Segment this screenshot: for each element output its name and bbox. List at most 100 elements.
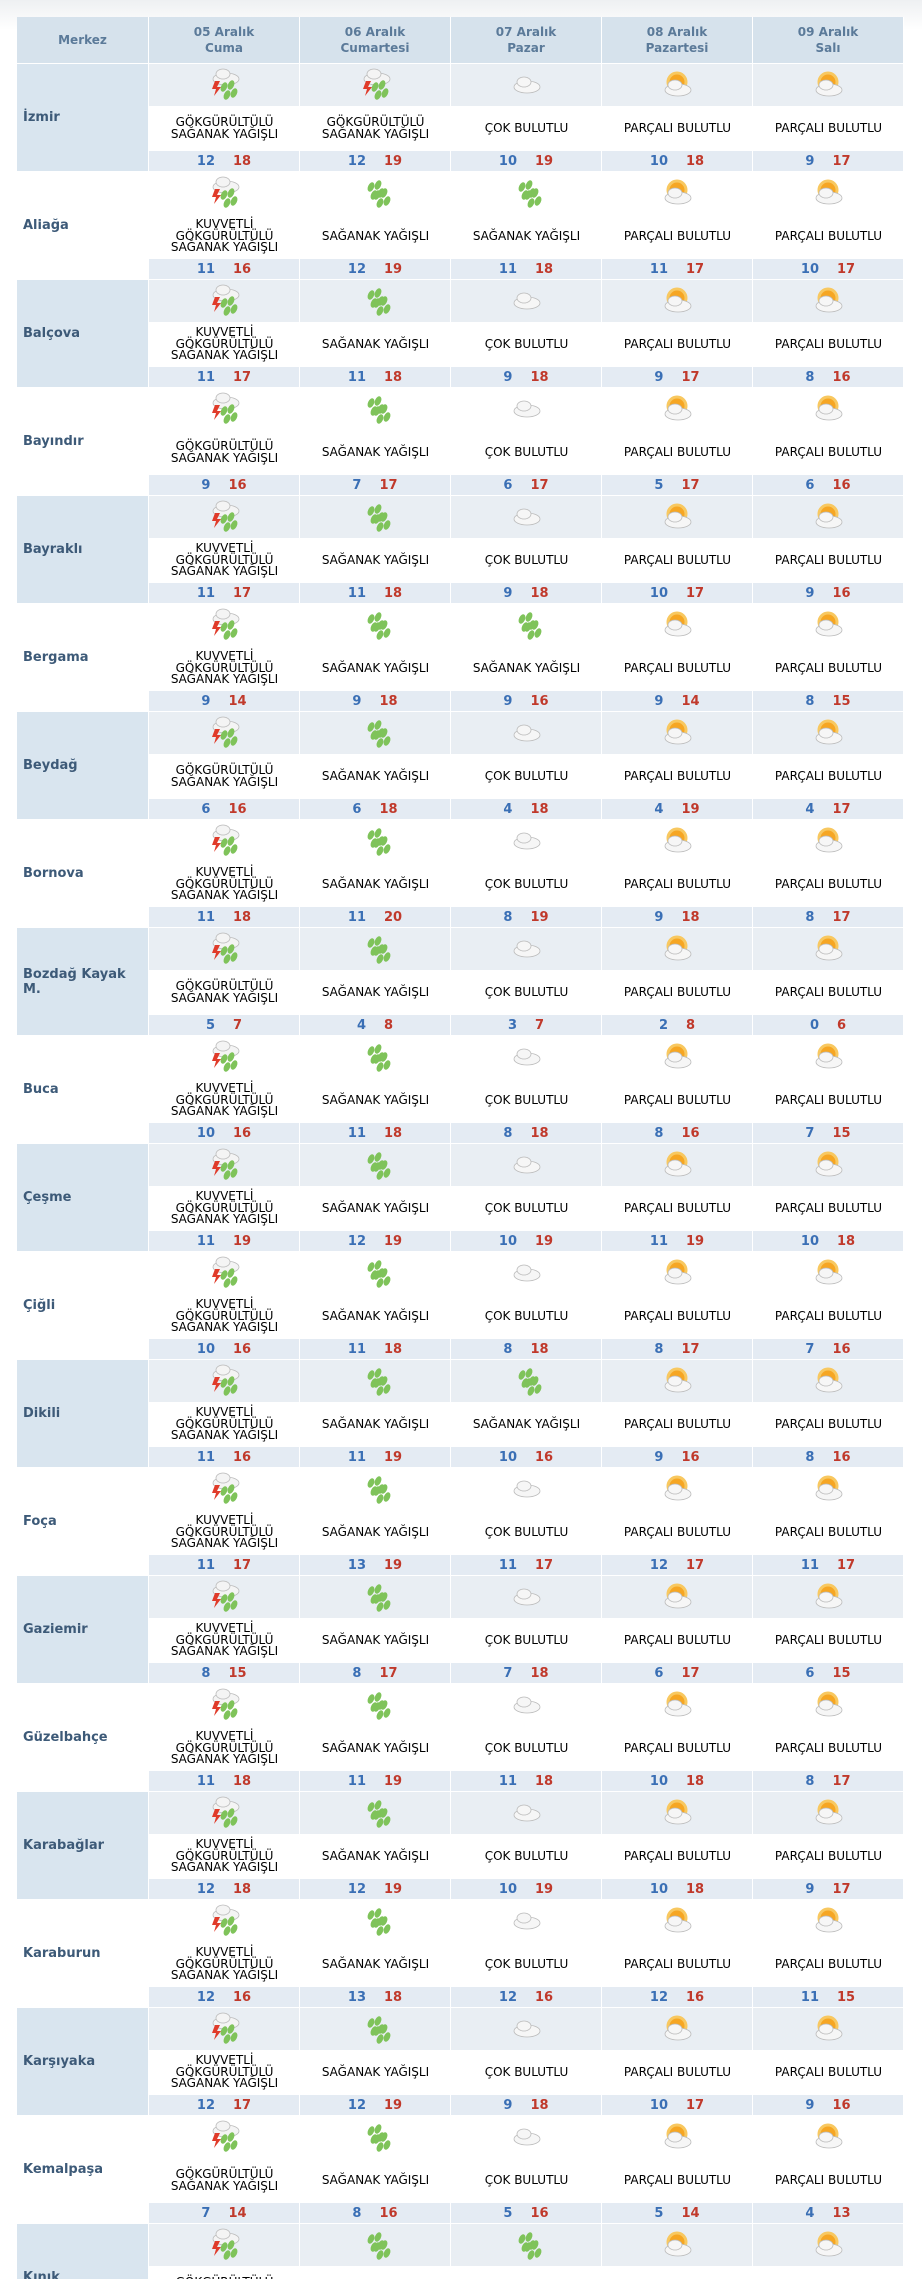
rain-drop xyxy=(367,1586,375,1596)
cloud-part xyxy=(667,1375,683,1387)
rain xyxy=(220,1700,238,1720)
condition-text: KUVVETLİ GÖKGÜRÜLTÜLÜ SAĞANAK YAĞIŞLI xyxy=(170,1837,279,1875)
condition-cell: ÇOK BULUTLU xyxy=(451,1726,602,1771)
condition-cell: SAĞANAK YAĞIŞLI xyxy=(300,430,451,475)
temperature-cell: 11 17 xyxy=(753,1555,904,1575)
max-temp: 16 xyxy=(681,1125,700,1141)
weather-icon xyxy=(513,724,541,742)
weather-icon xyxy=(212,1904,240,1936)
icon-cell xyxy=(451,172,602,214)
max-temp: 18 xyxy=(384,585,403,601)
cloud-part xyxy=(667,1159,683,1171)
condition-cell: ÇOK BULUTLU xyxy=(451,322,602,367)
min-temp: 12 xyxy=(196,2097,215,2113)
cloud-part xyxy=(667,619,683,631)
condition-text: SAĞANAK YAĞIŞLI xyxy=(472,1416,581,1431)
icon-cell xyxy=(300,2224,451,2266)
location-cell: Buca xyxy=(17,1036,149,1143)
temperature-cell: 10 19 xyxy=(451,1879,602,1899)
condition-cell: SAĞANAK YAĞIŞLI xyxy=(300,1294,451,1339)
rain-drop xyxy=(531,1376,539,1386)
condition-cell: SAĞANAK YAĞIŞLI xyxy=(451,214,602,259)
cloud-part xyxy=(667,295,683,307)
rain xyxy=(373,1808,391,1828)
rain-drop xyxy=(527,198,535,208)
weather-icon xyxy=(513,1156,541,1174)
icon-cell xyxy=(753,1468,904,1510)
condition-cell: PARÇALI BULUTLU xyxy=(753,106,904,151)
rain-drop xyxy=(223,90,231,100)
lightning xyxy=(212,1593,221,1608)
condition-cell: KUVVETLİ GÖKGÜRÜLTÜLÜ SAĞANAK YAĞIŞLI xyxy=(149,1942,300,1987)
temperature-cell: 6 18 xyxy=(300,799,451,819)
min-temp: 11 xyxy=(196,369,215,385)
min-temp: 12 xyxy=(498,1989,517,2005)
rain-drop xyxy=(227,2024,235,2034)
rain-drop xyxy=(223,954,231,964)
temperature-cell: 6 16 xyxy=(753,475,904,495)
weather-icon xyxy=(664,2015,692,2041)
condition-text: ÇOK BULUTLU xyxy=(484,444,569,459)
condition-text: PARÇALI BULUTLU xyxy=(774,1848,883,1863)
min-temp: 6 xyxy=(201,801,211,817)
rain-drop xyxy=(223,1170,231,1180)
location-row: Karaburun KUVVETLİ GÖKGÜRÜLTÜLÜ SAĞANAK Y… xyxy=(17,1899,904,2007)
temperature-cell: 7 18 xyxy=(451,1663,602,1683)
icon-cell xyxy=(451,280,602,322)
min-temp: 9 xyxy=(201,477,211,493)
rain xyxy=(373,2132,391,2152)
rain xyxy=(220,1052,238,1072)
condition-cell: PARÇALI BULUTLU xyxy=(602,1834,753,1879)
rain xyxy=(220,2240,238,2260)
max-temp: 7 xyxy=(535,1017,545,1033)
cloud-part xyxy=(215,2228,231,2240)
rain-drop xyxy=(367,938,375,948)
condition-text: ÇOK BULUTLU xyxy=(484,2064,569,2079)
min-temp: 11 xyxy=(800,1989,819,2005)
lightning xyxy=(212,1053,221,1068)
min-temp: 6 xyxy=(805,1665,815,1681)
max-temp: 16 xyxy=(535,1449,554,1465)
weather-icon xyxy=(815,1043,843,1069)
icon-cell xyxy=(451,1900,602,1942)
temperature-cell: 11 16 xyxy=(149,259,300,279)
rain-drop xyxy=(230,952,238,962)
location-cell: Kınık xyxy=(17,2224,149,2279)
rain-drop xyxy=(374,1800,382,1810)
rain-drop xyxy=(518,614,526,624)
icon-cell xyxy=(300,1360,451,1402)
min-temp: 11 xyxy=(347,369,366,385)
day-date: 07 Aralık xyxy=(495,25,557,39)
condition-cell: PARÇALI BULUTLU xyxy=(602,2050,753,2095)
condition-text: ÇOK BULUTLU xyxy=(484,120,569,135)
weather-icon xyxy=(367,2232,391,2260)
rain xyxy=(373,404,391,424)
max-temp: 16 xyxy=(233,1989,252,2005)
rain-drop xyxy=(376,306,384,316)
cloud-part xyxy=(215,1040,231,1052)
cloud-part xyxy=(667,79,683,91)
location-name: Beydağ xyxy=(23,758,78,773)
location-name: Bayındır xyxy=(23,434,84,449)
rain-drop xyxy=(380,1808,388,1818)
temperature-cell: 11 17 xyxy=(451,1555,602,1575)
location-row: Çeşme KUVVETLİ GÖKGÜRÜLTÜLÜ SAĞANAK YAĞIŞ… xyxy=(17,1143,904,1251)
cloud xyxy=(664,511,692,529)
max-temp: 18 xyxy=(233,153,252,169)
min-temp: 8 xyxy=(503,909,513,925)
min-temp: 12 xyxy=(347,153,366,169)
max-temp: 15 xyxy=(832,1665,851,1681)
condition-cell: SAĞANAK YAĞIŞLI xyxy=(300,2158,451,2203)
icon-cell xyxy=(753,1792,904,1834)
condition-cell: PARÇALI BULUTLU xyxy=(753,862,904,907)
min-temp: 5 xyxy=(503,2205,513,2221)
location-cell: İzmir xyxy=(17,64,149,171)
rain-drop xyxy=(534,196,542,206)
condition-cell: PARÇALI BULUTLU xyxy=(753,1294,904,1339)
condition-text: ÇOK BULUTLU xyxy=(484,336,569,351)
rain-drop xyxy=(223,1494,231,1504)
min-temp: 9 xyxy=(654,909,664,925)
rain-drop xyxy=(227,1592,235,1602)
rain-drop xyxy=(223,2142,231,2152)
